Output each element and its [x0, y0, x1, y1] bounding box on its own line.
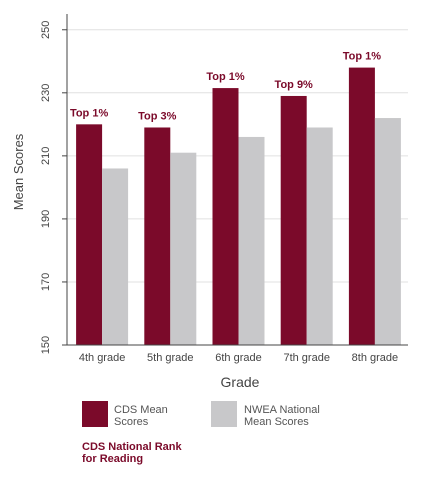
bar-annotation: Top 9% [275, 79, 314, 91]
bar-nwea [306, 127, 333, 345]
bar-nwea [102, 168, 129, 345]
bar-nwea [170, 152, 197, 345]
bar-annotations: Top 1% Top 3% Top 1% Top 9% Top 1% [70, 51, 381, 123]
legend-label-cds: CDS Mean Scores [114, 404, 168, 428]
x-tick-label: 4th grade [79, 352, 125, 364]
legend-swatch-nwea [211, 401, 237, 427]
bar-cds [280, 95, 307, 345]
y-tick-labels: 150 170 190 210 230 250 [40, 21, 67, 354]
x-axis-label: Grade [221, 374, 260, 390]
x-tick-label: 7th grade [283, 352, 329, 364]
legend-label-nwea: NWEA National Mean Scores [244, 404, 320, 428]
legend-label-cds-line1: CDS Mean [114, 404, 168, 416]
y-tick-label: 170 [40, 273, 52, 291]
rank-note-line2: for Reading [82, 453, 144, 465]
bar-cds [348, 67, 375, 345]
y-tick-label: 190 [40, 210, 52, 228]
y-tick-label: 210 [40, 147, 52, 165]
legend-swatch-cds [82, 401, 108, 427]
y-tick-label: 150 [40, 336, 52, 354]
x-tick-labels: 4th grade 5th grade 6th grade 7th grade 8th … [79, 352, 398, 364]
rank-note-line1: CDS National Rank [82, 441, 182, 453]
bar-nwea [374, 118, 401, 346]
bar-chart: 150 170 190 210 230 250 4th grade 5th grade 6th… [11, 14, 408, 390]
bars [76, 67, 401, 346]
x-tick-label: 5th grade [147, 352, 193, 364]
bar-annotation: Top 1% [70, 107, 109, 119]
bar-annotation: Top 1% [343, 51, 382, 63]
bar-cds [76, 124, 103, 345]
y-tick-label: 230 [40, 84, 52, 102]
x-tick-label: 8th grade [352, 352, 398, 364]
y-tick-label: 250 [40, 21, 52, 39]
rank-note: CDS National Rank for Reading [82, 441, 182, 465]
bar-cds [144, 127, 171, 345]
bar-annotation: Top 1% [206, 71, 245, 83]
x-tick-label: 6th grade [215, 352, 261, 364]
y-axis-label: Mean Scores [11, 133, 26, 210]
bar-cds [212, 88, 239, 345]
legend-label-nwea-line2: Mean Scores [244, 416, 309, 428]
bar-annotation: Top 3% [138, 110, 177, 122]
legend-label-cds-line2: Scores [114, 416, 149, 428]
bar-nwea [238, 136, 265, 345]
legend-label-nwea-line1: NWEA National [244, 404, 320, 416]
